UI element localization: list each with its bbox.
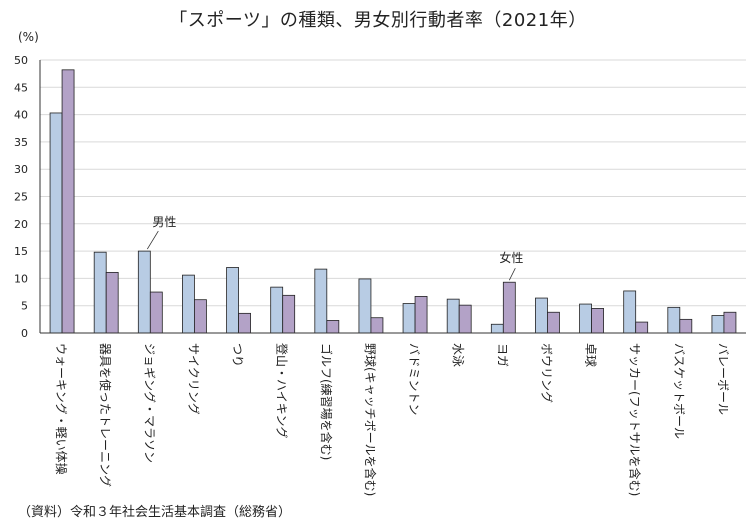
bar-male [358,278,372,334]
y-tick-label: 25 [14,191,28,204]
annotation-female: 女性 [499,250,523,265]
x-tick-label: 器具を使ったトレーニング [98,343,113,487]
bar-female [282,294,296,334]
bar-male [49,112,63,334]
y-tick-label: 5 [21,300,28,313]
bar-male [579,303,592,334]
bar-female [326,320,340,334]
bar-female [458,304,472,334]
y-tick-label: 10 [14,272,28,285]
y-tick-label: 35 [14,136,28,149]
annotation-male: 男性 [152,215,176,229]
x-tick-label: サッカー(フットサルを含む) [628,343,643,496]
bar-male [623,290,637,334]
bar-female [723,311,737,334]
x-tick-label: ゴルフ(練習場を含む) [319,343,334,460]
y-tick-label: 15 [14,245,28,258]
bar-male [446,298,460,334]
x-tick-label: ジョギング・マラソン [142,343,156,463]
bar-male [182,274,195,334]
bar-male [93,251,107,334]
x-tick-label: 登山・ハイキング [275,343,290,438]
y-tick-label: 30 [14,163,28,176]
bar-female [502,281,516,334]
bar-female [591,308,604,334]
x-tick-label: ヨガ [495,343,509,367]
bar-male [137,250,151,334]
x-tick-label: つり [231,343,245,367]
annotation-leader-male [146,230,159,250]
bar-male [711,315,725,334]
x-tick-label: ウォーキング・軽い体操 [54,343,69,475]
bar-male [490,323,504,334]
y-tick-label: 45 [14,81,28,94]
chart-title: 「スポーツ」の種類、男女別行動者率（2021年） [169,10,587,31]
bar-male [667,306,681,334]
bar-male [314,268,328,334]
y-tick-label: 0 [21,327,28,340]
y-axis-unit-label: (%) [18,30,39,44]
bar-female [238,312,251,334]
x-tick-label: 水泳 [451,343,465,367]
bar-female [105,271,119,334]
source-note: （資料）令和３年社会生活基本調査（総務省） [18,505,292,520]
y-tick-label: 40 [14,109,28,122]
x-tick-label: バドミントン [407,343,421,415]
x-tick-label: バスケットボール [672,343,686,439]
y-tick-label: 50 [14,54,28,67]
y-tick-label: 20 [14,218,28,231]
x-tick-label: 野球(キャッチボールを含む) [363,343,378,496]
annotation-leader-female [508,268,516,281]
bar-female [635,321,649,334]
bar-male [226,267,239,334]
bar-female [370,317,384,334]
bar-female [61,69,75,334]
bar-female [679,318,693,334]
x-tick-label: 卓球 [584,343,598,367]
bar-male [270,286,284,334]
bar-female [194,299,207,334]
bar-female [149,291,163,334]
x-tick-label: サイクリング [186,343,200,415]
x-tick-label: バレーボール [716,343,730,415]
bar-male [402,303,416,334]
bar-male [535,297,548,334]
x-tick-label: ボウリング [539,343,553,403]
bar-female [414,296,428,334]
bar-female [547,311,560,334]
